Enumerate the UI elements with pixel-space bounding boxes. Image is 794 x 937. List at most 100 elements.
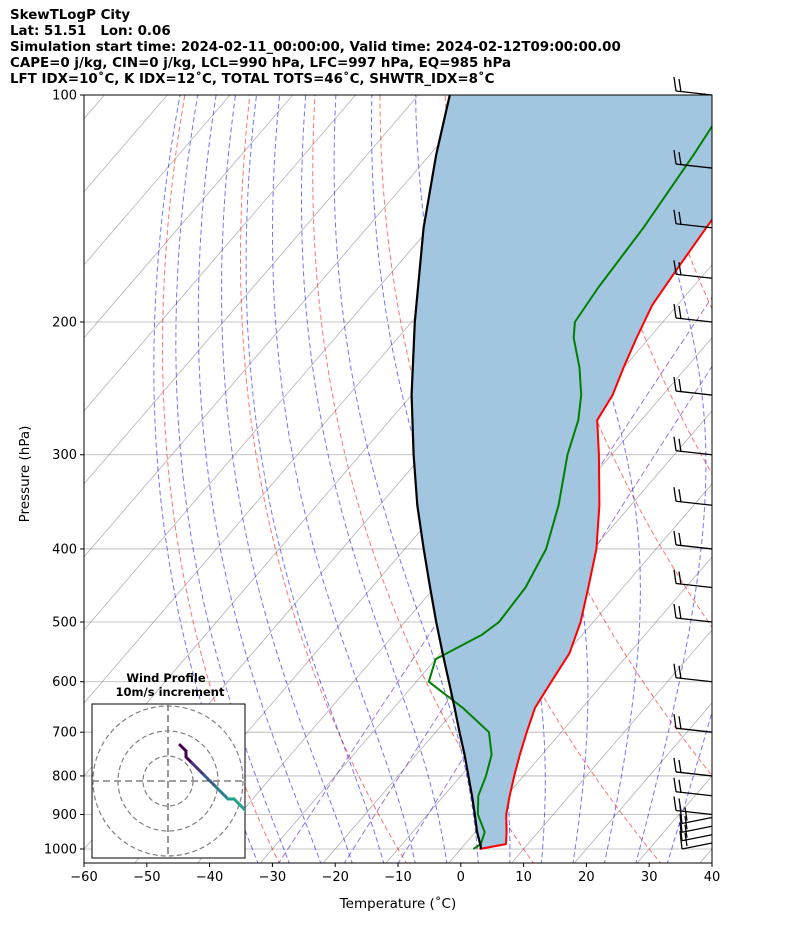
parcel-line (410, 95, 482, 850)
barb-staff (675, 163, 713, 169)
x-tick-label: −40 (196, 870, 223, 885)
barb-staff (681, 842, 713, 850)
barb-flag (678, 211, 682, 225)
barb-flag (684, 807, 688, 821)
y-tick-label: 700 (52, 726, 77, 741)
x-tick-label: −60 (70, 870, 97, 885)
barb-flag (678, 532, 682, 547)
hodograph-segment (252, 829, 258, 835)
inset-content (92, 704, 258, 858)
mixing-ratio-line (397, 365, 712, 863)
x-tick-label: −10 (384, 870, 411, 885)
y-tick-label: 1000 (44, 843, 77, 858)
cape-fill-region (411, 95, 712, 849)
barb-staff (675, 727, 713, 733)
barb-flag (673, 376, 677, 392)
barb-flag (679, 830, 683, 850)
barb-staff (675, 771, 713, 777)
barb-flag (673, 487, 677, 502)
barb-staff (681, 825, 713, 833)
moist-adiabat-line (333, 95, 479, 863)
y-tick-label: 300 (52, 448, 77, 463)
barb-flag (678, 78, 682, 93)
barb-flag (678, 571, 682, 585)
y-tick-label: 800 (52, 769, 77, 784)
barb-flag (678, 716, 682, 730)
barb-flag (678, 779, 682, 793)
time-line: Simulation start time: 2024-02-11_00:00:… (10, 40, 621, 55)
barb-flag (673, 603, 677, 619)
moist-adiabat-line (197, 95, 322, 863)
barb-flag (673, 209, 677, 224)
location-line: Lat: 51.51 Lon: 0.06 (10, 24, 171, 39)
wind-barb (673, 149, 713, 169)
isotherm-line (84, 95, 482, 558)
barb-flag (673, 76, 677, 92)
barb-flag (679, 822, 683, 841)
barb-flag (673, 663, 677, 678)
x-tick-label: 40 (704, 870, 721, 885)
barb-flag (673, 530, 677, 546)
dewpoint-line (427, 124, 712, 850)
mixing-ratio-line (343, 296, 712, 863)
y-tick-label: 400 (52, 542, 77, 557)
moist-adiabat-line (221, 95, 353, 863)
y-axis-label: Pressure (hPa) (17, 426, 33, 523)
barb-staff (675, 450, 713, 456)
inset-subtitle: 10m/s increment (116, 685, 225, 699)
isotherm-line (84, 95, 356, 412)
indices-line: LFT IDX=10˚C, K IDX=12˚C, TOTAL TOTS=46˚… (10, 72, 495, 87)
chart-title: SkewTLogP City (10, 8, 131, 23)
moist-adiabat-line (175, 95, 290, 863)
y-tick-label: 500 (52, 616, 77, 631)
x-tick-label: −20 (321, 870, 348, 885)
isotherm-line (699, 848, 712, 863)
isotherm-line (761, 95, 794, 865)
wind-barb (673, 76, 713, 96)
barb-flag (673, 757, 677, 773)
moist-adiabat-line (245, 95, 385, 863)
wind-barb (673, 714, 713, 733)
barb-staff (681, 834, 713, 842)
barb-flag (673, 303, 677, 319)
y-tick-label: 900 (52, 808, 77, 823)
barb-staff (675, 677, 713, 683)
moist-adiabat-line (272, 95, 416, 863)
barb-flag (678, 151, 682, 166)
wind-barb (673, 777, 713, 797)
axes: −60 −50 −40 −30 −20 −10 0 10 20 30 40 100 200 300 400 5… (17, 89, 720, 913)
barb-staff (675, 390, 713, 396)
cape-cin-fill (411, 95, 712, 849)
chart-header: SkewTLogP City Lat: 51.51 Lon: 0.06 Simu… (10, 8, 621, 88)
wind-barb (673, 757, 713, 777)
isotherm-line (84, 95, 231, 266)
moist-adiabat-line (539, 95, 641, 863)
wind-barb (673, 569, 713, 589)
barb-flag (673, 796, 677, 811)
isotherm-line (511, 629, 712, 863)
barb-staff (675, 90, 713, 96)
wind-barb (673, 487, 713, 506)
barb-staff (675, 544, 713, 550)
barb-flag (673, 569, 677, 584)
wind-barb (673, 663, 713, 683)
barb-flag (673, 149, 677, 165)
x-axis-label: Temperature (˚C) (339, 895, 457, 912)
barb-flag (673, 777, 677, 792)
isotherm-line (84, 95, 419, 485)
wind-barb (673, 376, 713, 396)
barb-staff (675, 582, 713, 589)
temperature-line (479, 218, 712, 850)
dry-adiabat-line (162, 95, 280, 863)
barb-flag (678, 305, 682, 320)
x-tick-label: 10 (515, 870, 532, 885)
hodograph-segment (244, 809, 245, 813)
barb-flag (673, 260, 677, 275)
barb-flag (678, 798, 682, 812)
barb-flag (678, 605, 682, 620)
barb-flag (678, 262, 682, 276)
wind-barb (673, 209, 713, 229)
wind-barb (673, 603, 713, 623)
